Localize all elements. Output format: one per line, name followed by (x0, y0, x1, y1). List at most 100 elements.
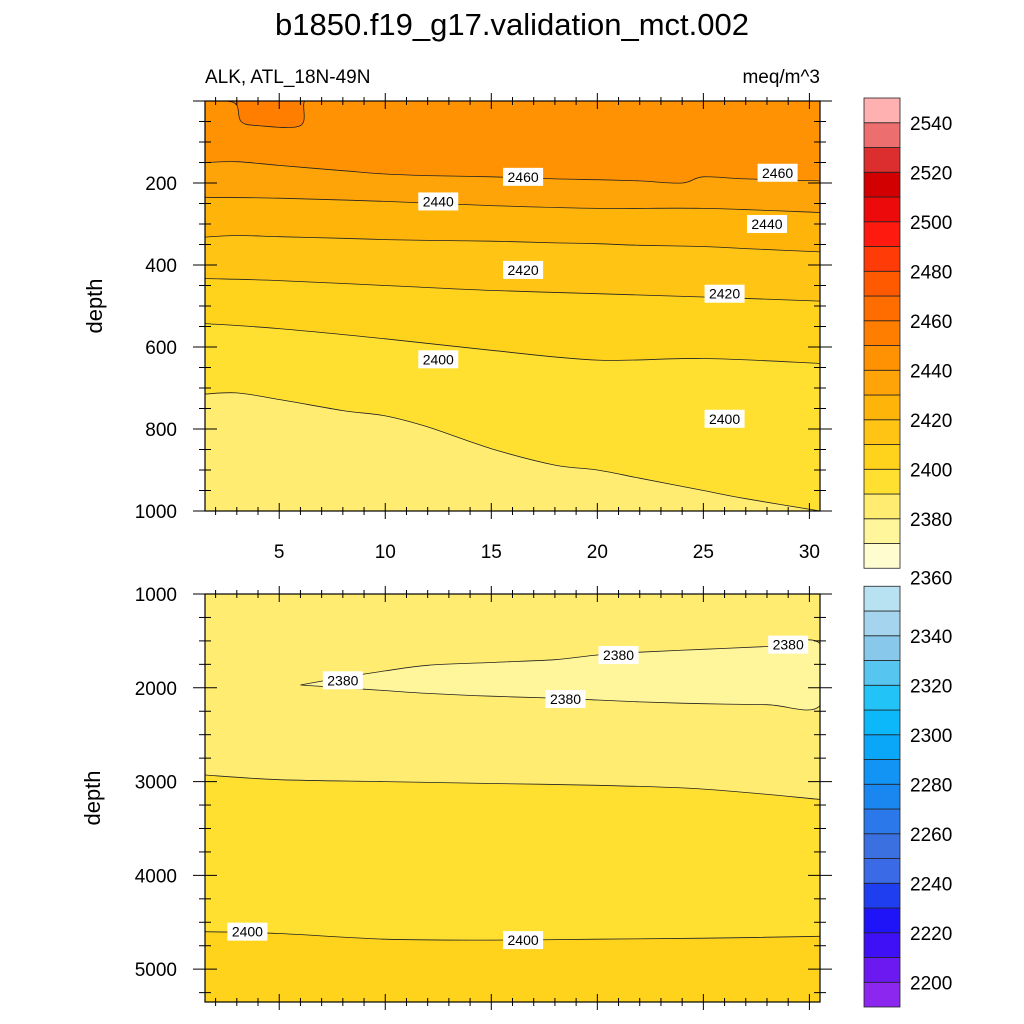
colorbar-swatch (863, 122, 901, 148)
colorbar-swatch (863, 660, 901, 686)
top-contour-label-text: 2420 (709, 286, 740, 302)
colorbar-swatch (863, 97, 901, 124)
top-contour-label-3: 2440 (746, 215, 787, 233)
colorbar-swatch (863, 932, 901, 958)
colorbar-label: 2200 (910, 973, 952, 994)
bot-ytick-label: 2000 (135, 679, 177, 700)
colorbar-swatch (863, 907, 901, 934)
colorbar-label: 2300 (910, 726, 952, 747)
top-contour-label-text: 2400 (709, 411, 740, 427)
units-label: meq/m^3 (742, 67, 820, 88)
colorbar-swatch (863, 171, 901, 198)
colorbar-label: 2520 (910, 163, 952, 184)
top-contour-label-1: 2460 (757, 163, 798, 182)
top-contour-label-0: 2460 (503, 167, 544, 186)
colorbar-swatch (863, 196, 901, 223)
colorbar-swatch (863, 585, 901, 612)
colorbar-label: 2320 (910, 676, 952, 697)
bottom-panel: 2380 2380 2380 2380 2400 2400 1000 2000 3000 400… (80, 585, 832, 1010)
colorbar-label: 2500 (910, 213, 952, 234)
colorbar-swatch (863, 493, 901, 520)
colorbar-label: 2480 (910, 262, 952, 283)
colorbar-label: 2440 (910, 361, 952, 382)
top-ytick-label: 800 (145, 420, 177, 441)
top-xtick-label: 10 (375, 542, 396, 563)
colorbar-label: 2240 (910, 874, 952, 895)
top-contour-label-text: 2400 (423, 351, 454, 367)
colorbar-label: 2400 (910, 460, 952, 481)
colorbar-label: 2460 (910, 312, 952, 333)
colorbar-swatch (863, 320, 901, 346)
colorbar-label: 2260 (910, 825, 952, 846)
colorbar-swatch (863, 709, 901, 736)
colorbar-swatch (863, 543, 901, 569)
colorbar-swatch (863, 419, 901, 445)
top-ytick-label: 600 (145, 338, 177, 359)
top-band-2450 (205, 101, 820, 184)
colorbar-label: 2360 (910, 568, 952, 589)
colorbar-swatch (863, 295, 901, 322)
bot-contour-label-text: 2380 (603, 647, 634, 663)
bot-contour-label-text: 2380 (773, 637, 804, 653)
top-contour-label-4: 2420 (503, 260, 544, 279)
colorbar-swatch (863, 957, 901, 983)
colorbar-swatch (863, 246, 901, 272)
top-ylabel: depth (82, 278, 107, 333)
colorbar-swatch (863, 221, 901, 247)
bottom-ylabel: depth (80, 770, 105, 825)
variable-label: ALK, ATL_18N-49N (205, 67, 370, 88)
colorbar-label: 2280 (910, 775, 952, 796)
top-xtick-label: 25 (693, 542, 714, 563)
top-ytick-label: 200 (145, 174, 177, 195)
bot-ytick-label: 4000 (135, 866, 177, 887)
bot-contour-label-text: 2400 (232, 924, 263, 940)
colorbar-swatch (863, 981, 901, 1008)
colorbar-swatch (863, 833, 901, 859)
colorbar: 2200 2220 2240 2260 2280 2300 2320 2340 2360 2380… (863, 97, 952, 1008)
bot-contour-label-2: 2380 (768, 635, 809, 654)
top-contour-2430 (205, 278, 820, 302)
colorbar-swatch (863, 270, 901, 297)
colorbar-swatch (863, 808, 901, 835)
colorbar-swatch (863, 147, 901, 173)
colorbar-swatch (863, 369, 901, 396)
bot-contour-label-1: 2380 (598, 645, 639, 664)
colorbar-swatch (863, 734, 901, 760)
top-contour-2470 (205, 101, 820, 128)
bot-contour-label-text: 2380 (327, 672, 358, 688)
top-xtick-label: 30 (799, 542, 820, 563)
top-xtick-label: 15 (481, 542, 502, 563)
top-contour-label-text: 2440 (423, 193, 454, 209)
top-contour-label-text: 2460 (762, 165, 793, 181)
bot-contour-label-text: 2380 (550, 691, 581, 707)
colorbar-swatch (863, 444, 901, 470)
bot-band-2380 (300, 639, 820, 710)
colorbar-swatch (863, 858, 901, 884)
top-ytick-label: 1000 (135, 502, 177, 523)
bot-contour-2390 (205, 774, 820, 800)
colorbar-swatch (863, 635, 901, 661)
top-xtick-label: 20 (587, 542, 608, 563)
bot-band-2410 (205, 931, 820, 1002)
top-contour-label-6: 2400 (418, 350, 459, 369)
colorbar-swatch (863, 518, 901, 544)
top-band-2460 (205, 101, 820, 128)
colorbar-swatch (863, 345, 901, 371)
colorbar-swatch (863, 610, 901, 637)
bot-ytick-label: 3000 (135, 773, 177, 794)
colorbar-label: 2380 (910, 510, 952, 531)
bot-contour-label-5: 2400 (503, 931, 544, 950)
colorbar-label: 2220 (910, 924, 952, 945)
top-contour-label-2: 2440 (418, 192, 459, 211)
bot-ytick-label: 5000 (135, 960, 177, 981)
top-contour-2440 (205, 235, 820, 253)
colorbar-label: 2420 (910, 411, 952, 432)
colorbar-swatch (863, 882, 901, 909)
top-contour-2420 (205, 323, 820, 364)
top-contour-label-7: 2400 (704, 409, 745, 428)
bot-contour-2380 (300, 639, 820, 711)
colorbar-label: 2540 (910, 114, 952, 135)
bot-ytick-label: 1000 (135, 585, 177, 606)
colorbar-label: 2340 (910, 627, 952, 648)
